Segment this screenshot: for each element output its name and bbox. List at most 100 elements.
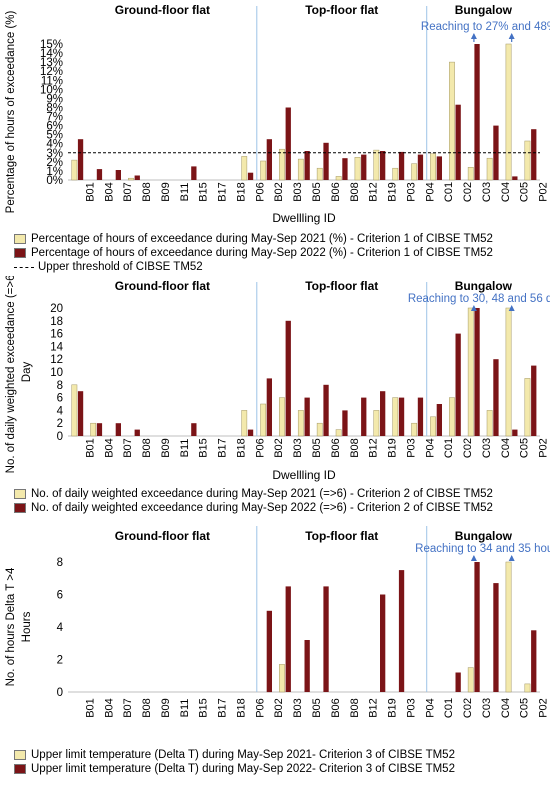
x-tick-label: B07 bbox=[122, 182, 134, 202]
bar-2021 bbox=[279, 664, 285, 693]
bar-2021 bbox=[486, 157, 493, 181]
x-tick-label: B01 bbox=[84, 182, 96, 202]
x-tick-label: C04 bbox=[500, 438, 512, 458]
x-tick-label: B03 bbox=[292, 182, 304, 202]
bar-2021 bbox=[505, 307, 512, 437]
x-tick-label: B02 bbox=[273, 698, 285, 718]
y-tick-label: 12% bbox=[40, 66, 63, 78]
bar-2022 bbox=[455, 333, 461, 436]
legend-item-2021: Percentage of hours of exceedance during… bbox=[14, 232, 493, 246]
bar-2021 bbox=[449, 397, 455, 437]
x-tick-label: B05 bbox=[311, 698, 323, 718]
bar-2021 bbox=[335, 176, 342, 181]
x-tick-label: P03 bbox=[405, 438, 417, 458]
overflow-arrow-head bbox=[470, 305, 477, 311]
x-tick-label: P04 bbox=[424, 698, 436, 718]
x-tick-label: B12 bbox=[368, 698, 380, 718]
section-label: Top-floor flat bbox=[305, 3, 378, 17]
bar-2022 bbox=[247, 429, 254, 436]
x-tick-label: C01 bbox=[443, 698, 455, 718]
section-label: Top-floor flat bbox=[305, 529, 378, 543]
bar-2021 bbox=[505, 43, 512, 181]
bar-2022 bbox=[361, 154, 367, 180]
overflow-arrow-head bbox=[508, 33, 515, 39]
x-tick-label: B18 bbox=[235, 182, 247, 202]
bar-2022 bbox=[398, 570, 405, 692]
x-tick-label: B01 bbox=[84, 698, 96, 718]
x-tick-label: B06 bbox=[330, 438, 342, 458]
x-tick-label: B12 bbox=[368, 182, 380, 202]
legend-item-2022: No. of daily weighted exceedance during … bbox=[14, 501, 493, 515]
x-tick-label: C04 bbox=[500, 182, 512, 202]
bar-2021 bbox=[241, 410, 248, 437]
bar-2022 bbox=[285, 107, 291, 180]
bar-2022 bbox=[77, 391, 84, 436]
x-tick-label: B18 bbox=[235, 698, 247, 718]
x-tick-label: C05 bbox=[519, 182, 531, 202]
bar-2022 bbox=[455, 672, 461, 692]
bar-2022 bbox=[531, 129, 537, 180]
y-tick-label: 6 bbox=[57, 590, 63, 602]
bar-2021 bbox=[392, 167, 399, 181]
overflow-arrow-head bbox=[508, 555, 515, 561]
legend-item-2022: Percentage of hours of exceedance during… bbox=[14, 246, 493, 260]
x-tick-label: B11 bbox=[179, 699, 191, 718]
legend-swatch-2022 bbox=[14, 248, 26, 258]
y-tick-label: 12 bbox=[50, 354, 63, 366]
x-tick-label: B08 bbox=[141, 698, 153, 718]
legend-label-2022: No. of daily weighted exceedance during … bbox=[31, 502, 493, 514]
bar-2021 bbox=[128, 177, 134, 181]
bar-2021 bbox=[71, 384, 78, 437]
y-tick-label: 8 bbox=[57, 380, 63, 392]
bar-2022 bbox=[474, 44, 480, 180]
x-tick-label: B08 bbox=[141, 182, 153, 202]
bar-2021 bbox=[411, 163, 418, 181]
bar-2021 bbox=[241, 156, 248, 181]
bar-2022 bbox=[342, 158, 348, 180]
x-tick-label: B07 bbox=[122, 438, 134, 458]
x-tick-label: B18 bbox=[235, 438, 247, 458]
bar-2022 bbox=[266, 378, 272, 436]
x-tick-label: B04 bbox=[103, 182, 115, 202]
bar-2021 bbox=[316, 167, 323, 181]
x-tick-label: B19 bbox=[387, 698, 399, 718]
bar-2022 bbox=[304, 151, 310, 180]
section-label: Ground-floor flat bbox=[115, 529, 210, 543]
y-tick-label: 4% bbox=[46, 139, 63, 151]
overflow-arrow-head bbox=[470, 33, 477, 39]
y-tick-label: 4 bbox=[57, 622, 64, 634]
x-axis-label: Dwellling ID bbox=[272, 468, 336, 482]
y-tick-label: 6% bbox=[46, 121, 63, 133]
section-label: Bungalow bbox=[455, 3, 513, 17]
bar-2022 bbox=[455, 104, 461, 180]
chart-panel-2: 0 2 4 6 8 10 12 14 16 18 20 Ground-floor flat Top-fl… bbox=[0, 276, 550, 514]
y-tick-label: 18 bbox=[50, 316, 63, 328]
legend-swatch-2021 bbox=[14, 489, 26, 499]
x-tick-label: B08 bbox=[349, 698, 361, 718]
x-tick-label: P02 bbox=[538, 438, 550, 458]
y-tick-label: 15% bbox=[40, 39, 63, 51]
x-tick-label: C05 bbox=[519, 698, 531, 718]
bar-2021 bbox=[260, 160, 267, 181]
x-tick-label: C02 bbox=[462, 438, 474, 458]
overflow-note: Reaching to 34 and 35 hours bbox=[415, 543, 550, 555]
legend-item-2021: No. of daily weighted exceedance during … bbox=[14, 487, 493, 501]
bar-2022 bbox=[531, 365, 537, 436]
x-tick-label: B17 bbox=[217, 698, 229, 718]
x-tick-label: B02 bbox=[273, 438, 285, 458]
bar-2021 bbox=[297, 410, 304, 437]
chart-3-svg: 0 2 4 6 8 Ground-floor flat Top-floor flat Bung… bbox=[5, 526, 550, 718]
y-axis-label: No. of hours Delta T >4 bbox=[5, 567, 17, 686]
bar-2021 bbox=[297, 158, 304, 181]
bar-2021 bbox=[524, 140, 531, 181]
bar-2021 bbox=[335, 429, 342, 437]
overflow-arrow-head bbox=[470, 555, 477, 561]
legend-item-threshold: Upper threshold of CIBSE TM52 bbox=[14, 260, 493, 274]
x-tick-label: B04 bbox=[103, 698, 115, 718]
bar-2021 bbox=[392, 397, 399, 437]
x-tick-label: P03 bbox=[405, 182, 417, 202]
x-tick-label: B01 bbox=[84, 438, 96, 458]
x-tick-label: B11 bbox=[179, 439, 191, 458]
legend-label-threshold: Upper threshold of CIBSE TM52 bbox=[38, 261, 203, 273]
